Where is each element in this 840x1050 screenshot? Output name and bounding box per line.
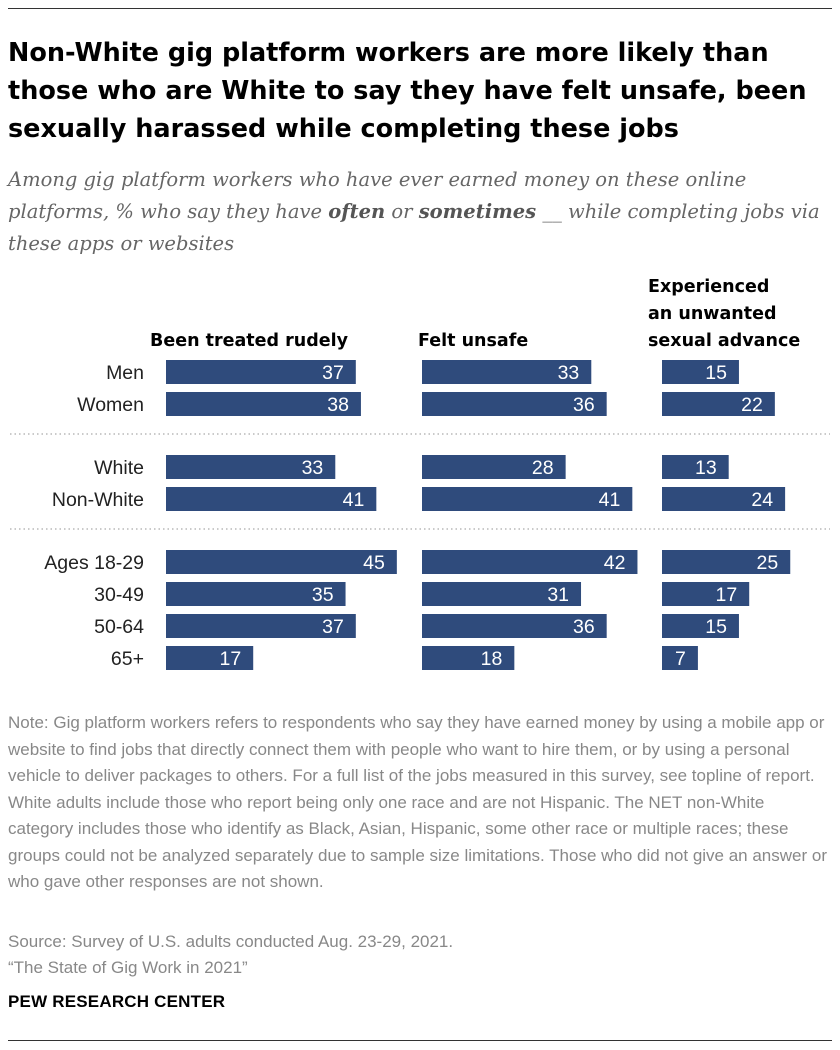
value-label-felt-unsafe-non-white: 41 [599,489,621,511]
bar-experienced-an-unwanted-sexual-advance-50-64 [662,614,739,638]
value-label-been-treated-rudely-men: 37 [322,362,344,384]
chart-title: Non-White gig platform workers are more … [8,38,807,144]
bar-experienced-an-unwanted-sexual-advance-non-white [662,487,786,511]
top-rule [8,8,832,9]
bar-felt-unsafe-white [422,455,566,479]
value-label-experienced-an-unwanted-sexual-advance-non-white: 24 [751,489,773,511]
bar-felt-unsafe-non-white [422,487,633,511]
bar-experienced-an-unwanted-sexual-advance-women [662,392,775,416]
bar-been-treated-rudely-white [166,455,336,479]
row-label-white: White [94,457,144,479]
subtitle-text-end: __ while completing jobs via these apps … [8,200,820,255]
series-header-felt-unsafe: Felt unsafe [418,331,528,351]
value-label-felt-unsafe-ages-18-29: 42 [604,552,626,574]
chart-subtitle: Among gig platform workers who have ever… [8,164,828,260]
subtitle-text-mid: or [385,200,419,223]
subtitle-emphasis-sometimes: sometimes [418,200,537,223]
subtitle-emphasis-often: often [328,200,386,223]
value-label-experienced-an-unwanted-sexual-advance-50-64: 15 [705,616,727,638]
bar-felt-unsafe-men [422,360,592,384]
value-label-felt-unsafe-50-64: 36 [573,616,595,638]
value-label-felt-unsafe-30-49: 31 [547,584,569,606]
bar-felt-unsafe-ages-18-29 [422,550,638,574]
value-label-been-treated-rudely-white: 33 [302,457,324,479]
value-label-been-treated-rudely-50-64: 37 [322,616,344,638]
row-label-men: Men [106,362,144,384]
value-label-been-treated-rudely-65: 17 [220,648,242,670]
value-label-experienced-an-unwanted-sexual-advance-men: 15 [705,362,727,384]
row-label-non-white: Non-White [52,489,144,511]
bar-felt-unsafe-women [422,392,607,416]
value-label-experienced-an-unwanted-sexual-advance-30-49: 17 [716,584,738,606]
value-label-been-treated-rudely-30-49: 35 [312,584,334,606]
pew-brand-logo: PEW RESEARCH CENTER [8,992,226,1011]
bar-experienced-an-unwanted-sexual-advance-ages-18-29 [662,550,791,574]
bar-been-treated-rudely-ages-18-29 [166,550,397,574]
value-label-been-treated-rudely-women: 38 [327,394,349,416]
bar-experienced-an-unwanted-sexual-advance-men [662,360,739,384]
bar-experienced-an-unwanted-sexual-advance-65 [662,646,698,670]
value-label-experienced-an-unwanted-sexual-advance-ages-18-29: 25 [757,552,779,574]
value-label-experienced-an-unwanted-sexual-advance-white: 13 [695,457,717,479]
value-label-been-treated-rudely-ages-18-29: 45 [363,552,385,574]
bar-felt-unsafe-65 [422,646,515,670]
value-label-felt-unsafe-65: 18 [481,648,503,670]
value-label-felt-unsafe-women: 36 [573,394,595,416]
bar-been-treated-rudely-women [166,392,361,416]
subtitle-text-start: Among gig platform workers who have ever… [8,168,747,223]
row-label-women: Women [77,394,144,416]
chart-source: Source: Survey of U.S. adults conducted … [8,932,454,951]
bar-been-treated-rudely-50-64 [166,614,356,638]
bottom-rule [8,1040,832,1041]
report-title: “The State of Gig Work in 2021” [8,958,248,977]
value-label-felt-unsafe-white: 28 [532,457,554,479]
bar-been-treated-rudely-men [166,360,356,384]
bar-felt-unsafe-30-49 [422,582,582,606]
bar-been-treated-rudely-65 [166,646,254,670]
chart-note: Note: Gig platform workers refers to res… [8,713,827,891]
row-label-ages-18-29: Ages 18-29 [44,552,144,574]
row-label-30-49: 30-49 [94,584,144,606]
row-label-65: 65+ [111,648,144,670]
value-label-felt-unsafe-men: 33 [558,362,580,384]
series-header-experienced-an-unwanted-sexual-advance: Experienced an unwanted sexual advance [648,277,800,351]
row-label-50-64: 50-64 [94,616,144,638]
series-header-been-treated-rudely: Been treated rudely [150,331,349,351]
value-label-experienced-an-unwanted-sexual-advance-65: 7 [675,648,686,670]
bar-experienced-an-unwanted-sexual-advance-30-49 [662,582,750,606]
bar-chart: Been treated rudely Felt unsafe Experience… [10,277,830,670]
bar-been-treated-rudely-non-white [166,487,377,511]
bar-experienced-an-unwanted-sexual-advance-white [662,455,729,479]
bar-been-treated-rudely-30-49 [166,582,346,606]
value-label-experienced-an-unwanted-sexual-advance-women: 22 [741,394,763,416]
bar-felt-unsafe-50-64 [422,614,607,638]
value-label-been-treated-rudely-non-white: 41 [343,489,365,511]
